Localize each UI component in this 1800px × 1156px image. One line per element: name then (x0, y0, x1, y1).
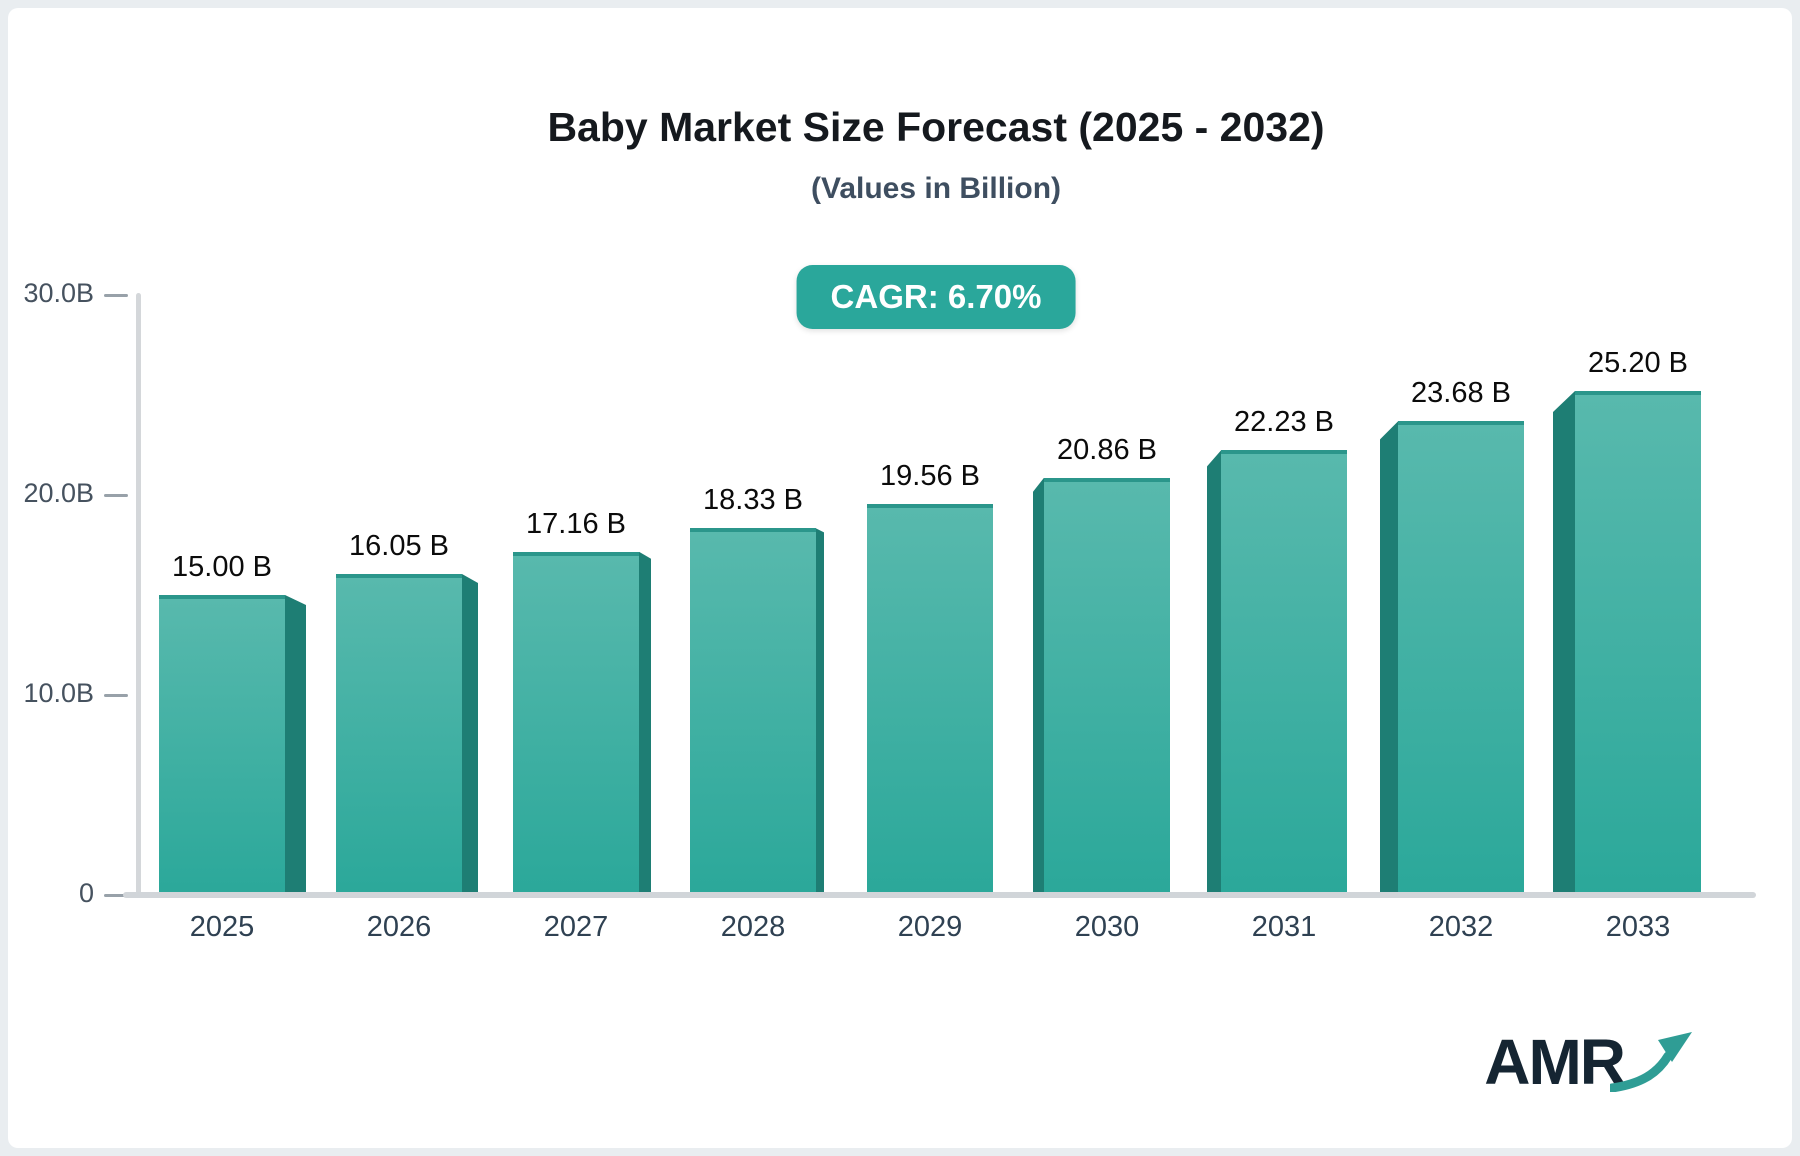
x-tick-label: 2031 (1251, 911, 1317, 943)
bar-2030 (1044, 477, 1170, 893)
x-tick-label: 2029 (897, 911, 963, 943)
y-tick-dash (104, 894, 128, 897)
bar-side-face (1207, 450, 1221, 893)
bar-2026 (336, 574, 462, 893)
x-tick-label: 2026 (366, 911, 432, 943)
amr-logo: AMR (1484, 1030, 1696, 1094)
chart-card: Baby Market Size Forecast (2025 - 2032) … (8, 8, 1792, 1148)
chart-title: Baby Market Size Forecast (2025 - 2032) (547, 104, 1325, 150)
bar-side-face (1033, 477, 1044, 893)
y-tick-label: 30.0B (23, 278, 94, 308)
bar-value-label: 23.68 B (1411, 377, 1511, 410)
bar-value-label: 22.23 B (1234, 406, 1334, 439)
bar-2033 (1575, 391, 1701, 893)
amr-logo-text: AMR (1484, 1026, 1626, 1098)
x-tick-label: 2028 (720, 911, 786, 943)
bar-2027 (513, 551, 639, 893)
y-tick-dash (104, 294, 128, 297)
bar-value-label: 17.16 B (526, 507, 626, 540)
growth-arrow-icon (1610, 1032, 1692, 1092)
bar-2029 (867, 503, 993, 893)
x-tick-label: 2030 (1074, 911, 1140, 943)
x-tick-label: 2027 (543, 911, 609, 943)
x-tick-label: 2033 (1605, 911, 1671, 943)
bar-value-label: 15.00 B (172, 551, 272, 583)
bar-value-label: 25.20 B (1588, 347, 1688, 379)
x-tick-label: 2025 (189, 911, 255, 943)
bar-2028 (690, 528, 816, 893)
bar-side-face (639, 551, 651, 893)
bar-value-label: 18.33 B (703, 484, 803, 517)
bar-2025 (159, 595, 285, 893)
y-tick-dash (104, 494, 128, 497)
y-tick-label: 20.0B (23, 478, 94, 508)
y-tick-label: 0 (78, 878, 94, 908)
cagr-badge: CAGR: 6.70% (796, 265, 1076, 329)
bar-value-label: 20.86 B (1057, 433, 1157, 466)
bar-chart: 30.0B 20.0B 10.0B 0 15.00 B 2025 16.05 B 2026 17… (8, 8, 1792, 1148)
bar-side-face (285, 595, 306, 893)
y-axis-line (136, 293, 141, 897)
y-tick-label: 10.0B (23, 678, 94, 708)
x-axis-line (123, 892, 1756, 898)
x-tick-label: 2032 (1428, 911, 1494, 943)
bar-value-label: 16.05 B (349, 530, 449, 562)
bar-side-face (816, 528, 824, 893)
bar-value-label: 19.56 B (880, 459, 980, 492)
bar-side-face (462, 574, 478, 893)
y-tick-dash (104, 694, 128, 697)
bar-side-face (1553, 391, 1575, 893)
bar-2031 (1221, 450, 1347, 893)
chart-subtitle: (Values in Billion) (810, 172, 1062, 205)
bar-2032 (1398, 421, 1524, 893)
bar-side-face (1380, 421, 1398, 893)
